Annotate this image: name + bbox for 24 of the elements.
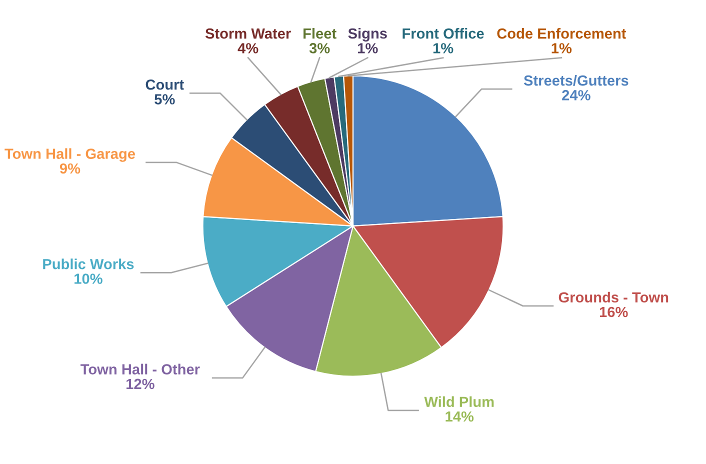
data-label: 1% xyxy=(358,43,378,54)
slice-label: Front Office xyxy=(402,28,484,39)
slice-label: Code Enforcement xyxy=(497,28,626,39)
data-label: 10% xyxy=(74,274,102,284)
data-label: 1% xyxy=(552,43,572,54)
data-label: 16% xyxy=(600,306,628,318)
data-label: 24% xyxy=(562,90,590,100)
slice-label: Public Works xyxy=(43,258,134,270)
slice-label: Streets/Gutters xyxy=(524,74,628,86)
data-label: 5% xyxy=(154,94,175,104)
slice-label: Storm Water xyxy=(205,28,291,39)
data-label: 9% xyxy=(60,163,80,174)
slice-label: Town Hall - Other xyxy=(80,364,200,374)
slice-label: Signs xyxy=(348,28,387,42)
slice-label: Town Hall - Garage xyxy=(4,148,135,162)
slice-label: Wild Plum xyxy=(424,396,494,408)
data-label: 1% xyxy=(433,43,454,54)
slice-label: Fleet xyxy=(304,28,336,39)
data-label: 4% xyxy=(238,43,258,54)
data-label: 3% xyxy=(309,43,330,54)
slice-label: Court xyxy=(146,79,184,90)
data-label: 14% xyxy=(446,411,474,422)
slice-label: Grounds - Town xyxy=(558,292,668,303)
data-label: 12% xyxy=(126,378,154,390)
